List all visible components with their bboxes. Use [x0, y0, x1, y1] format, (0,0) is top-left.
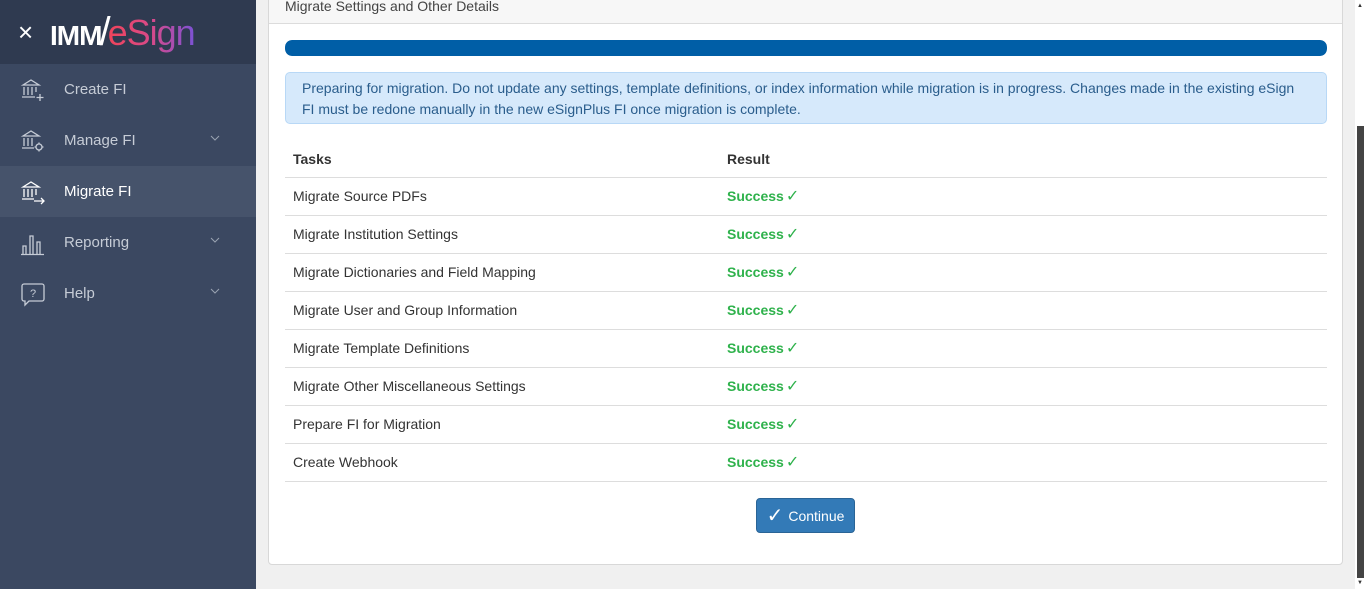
card-title: Migrate Settings and Other Details	[269, 0, 1342, 24]
table-row: Migrate Template Definitions Success ✓	[285, 329, 1327, 368]
check-icon: ✓	[785, 188, 800, 205]
task-name: Create Webhook	[285, 443, 719, 482]
task-result: Success ✓	[719, 405, 1327, 444]
tasks-table: Tasks Result Migrate Source PDFs Success ✓…	[285, 141, 1327, 482]
sidebar-header: × IMM / eSign	[0, 0, 256, 64]
bank-gear-icon	[20, 129, 44, 151]
task-result: Success ✓	[719, 177, 1327, 216]
table-row: Migrate Other Miscellaneous Settings Succ…	[285, 367, 1327, 406]
sidebar-item-help[interactable]: ? Help	[0, 268, 256, 319]
task-result: Success ✓	[719, 367, 1327, 406]
logo-imm: IMM	[50, 19, 102, 51]
chevron-down-icon	[210, 135, 220, 141]
check-icon: ✓	[785, 340, 800, 357]
progress-bar	[285, 40, 1327, 56]
sidebar-item-label: Create FI	[64, 81, 127, 98]
table-row: Migrate User and Group Information Succes…	[285, 291, 1327, 330]
info-alert: Preparing for migration. Do not update a…	[285, 72, 1327, 124]
check-icon: ✓	[785, 302, 800, 319]
sidebar-item-label: Reporting	[64, 234, 130, 251]
migration-card: Migrate Settings and Other Details Prepa…	[268, 0, 1343, 565]
success-status: Success	[727, 378, 784, 394]
task-result: Success ✓	[719, 291, 1327, 330]
column-header-result: Result	[719, 141, 1327, 178]
task-name: Migrate Dictionaries and Field Mapping	[285, 253, 719, 292]
scrollbar[interactable]: ▲ ▼	[1355, 0, 1366, 589]
bank-arrow-icon	[20, 180, 45, 204]
logo-slash: /	[99, 9, 110, 54]
check-icon: ✓	[785, 378, 800, 395]
check-icon: ✓	[785, 416, 800, 433]
task-name: Migrate Institution Settings	[285, 215, 719, 254]
table-row: Create Webhook Success ✓	[285, 443, 1327, 482]
success-status: Success	[727, 416, 784, 432]
svg-text:?: ?	[30, 288, 36, 300]
logo-esign: eSign	[107, 11, 196, 53]
task-result: Success ✓	[719, 329, 1327, 368]
continue-label: Continue	[788, 507, 845, 524]
scroll-up-icon[interactable]: ▲	[1357, 3, 1363, 9]
task-name: Migrate Template Definitions	[285, 329, 719, 368]
sidebar-item-create-fi[interactable]: Create FI	[0, 64, 256, 115]
sidebar-item-label: Manage FI	[64, 132, 136, 149]
bar-chart-icon	[21, 234, 44, 255]
success-status: Success	[727, 264, 784, 280]
task-name: Migrate Other Miscellaneous Settings	[285, 367, 719, 406]
check-icon: ✓	[766, 505, 784, 527]
column-header-tasks: Tasks	[285, 141, 719, 178]
task-result: Success ✓	[719, 443, 1327, 482]
scrollbar-thumb[interactable]	[1357, 126, 1364, 578]
success-status: Success	[727, 188, 784, 204]
task-result: Success ✓	[719, 215, 1327, 254]
scroll-down-icon[interactable]: ▼	[1357, 580, 1363, 586]
logo: IMM / eSign	[50, 9, 196, 55]
table-row: Migrate Source PDFs Success ✓	[285, 177, 1327, 216]
chevron-down-icon	[210, 237, 220, 243]
bank-plus-icon	[20, 78, 44, 101]
continue-button[interactable]: ✓ Continue	[756, 498, 855, 533]
table-row: Prepare FI for Migration Success ✓	[285, 405, 1327, 444]
check-icon: ✓	[785, 454, 800, 471]
task-name: Prepare FI for Migration	[285, 405, 719, 444]
success-status: Success	[727, 302, 784, 318]
sidebar-item-manage-fi[interactable]: Manage FI	[0, 115, 256, 166]
task-name: Migrate User and Group Information	[285, 291, 719, 330]
help-bubble-icon: ?	[21, 282, 45, 307]
close-icon[interactable]: ×	[18, 17, 34, 47]
table-row: Migrate Dictionaries and Field Mapping Su…	[285, 253, 1327, 292]
table-header-row: Tasks Result	[285, 141, 1327, 178]
sidebar: × IMM / eSign Create FI Manage FI Migrate …	[0, 0, 256, 589]
success-status: Success	[727, 454, 784, 470]
task-result: Success ✓	[719, 253, 1327, 292]
progress-fill	[285, 40, 1327, 56]
table-row: Migrate Institution Settings Success ✓	[285, 215, 1327, 254]
sidebar-item-reporting[interactable]: Reporting	[0, 217, 256, 268]
check-icon: ✓	[785, 226, 800, 243]
task-name: Migrate Source PDFs	[285, 177, 719, 216]
sidebar-item-label: Migrate FI	[64, 183, 132, 200]
sidebar-item-label: Help	[64, 285, 95, 302]
sidebar-item-migrate-fi[interactable]: Migrate FI	[0, 166, 256, 217]
success-status: Success	[727, 340, 784, 356]
chevron-down-icon	[210, 288, 220, 294]
check-icon: ✓	[785, 264, 800, 281]
success-status: Success	[727, 226, 784, 242]
